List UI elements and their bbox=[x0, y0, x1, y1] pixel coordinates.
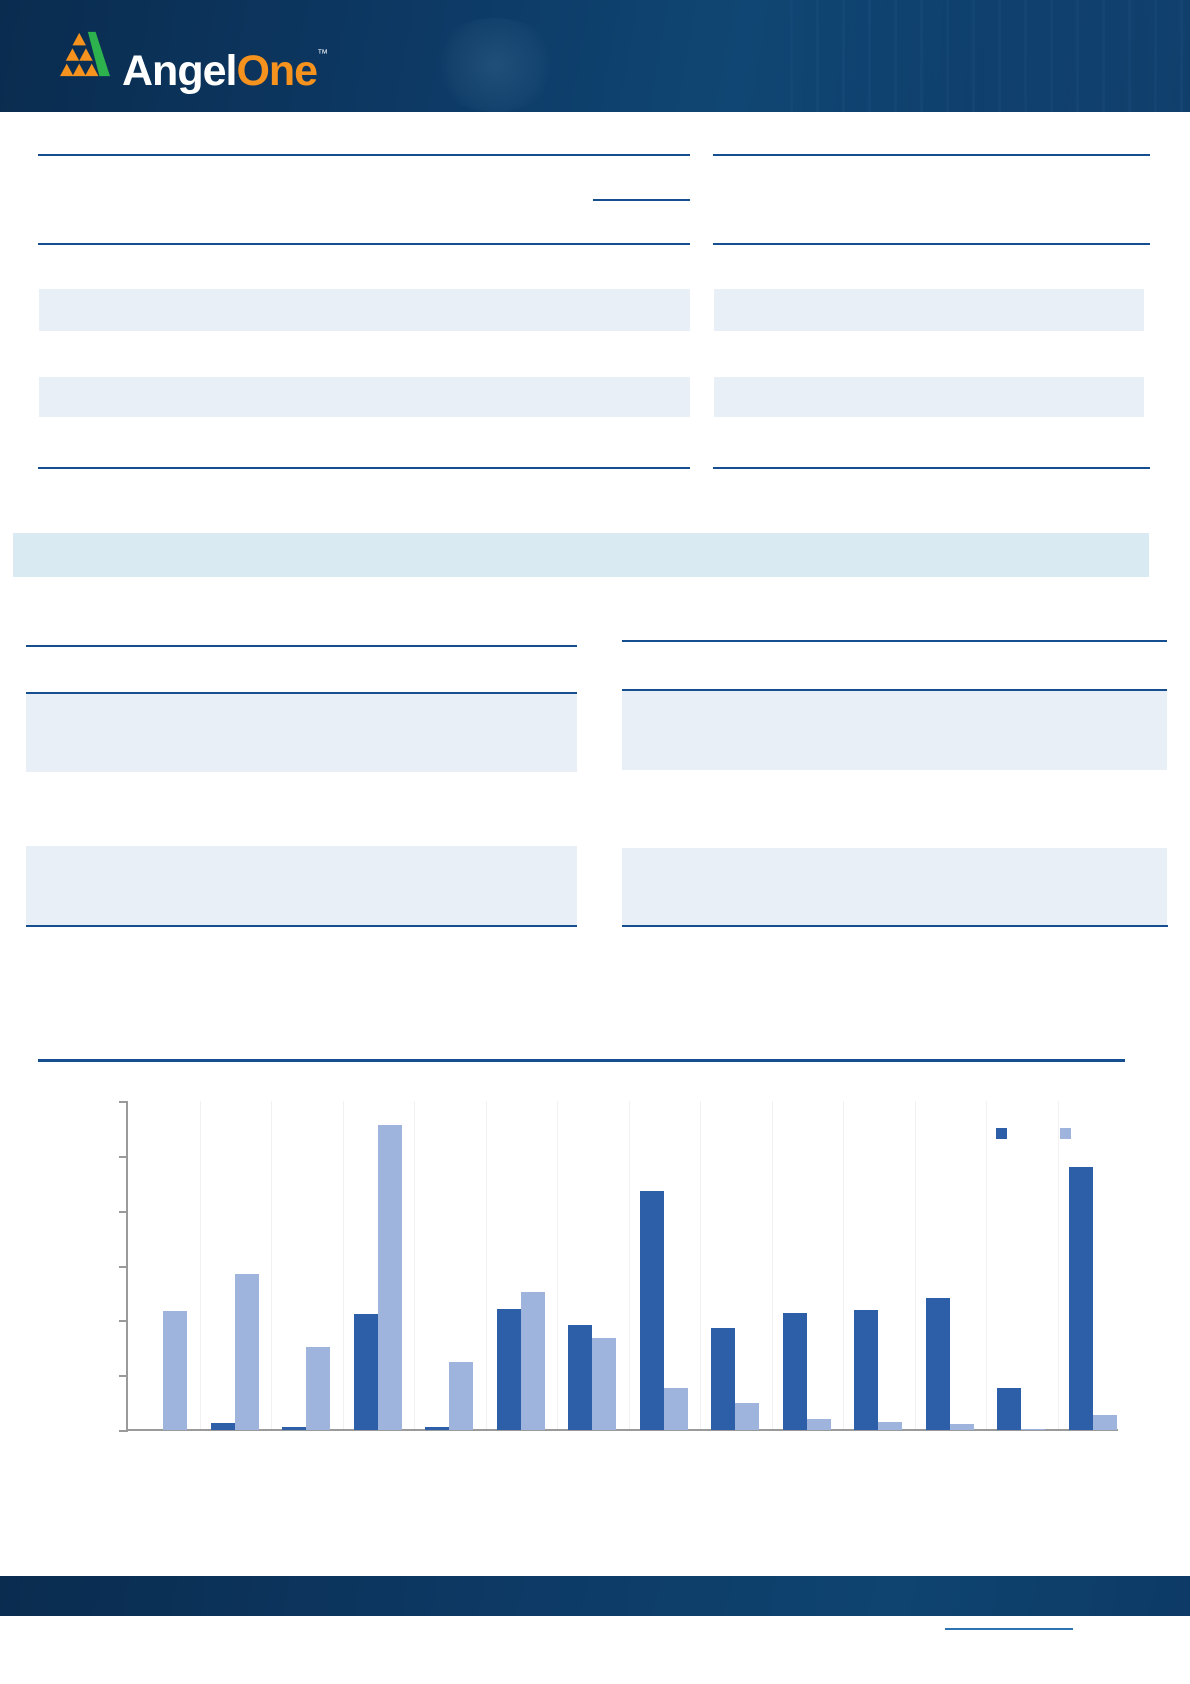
vertical-gridline bbox=[771, 1101, 773, 1430]
bar-series-dark-blue-group-10 bbox=[782, 1313, 807, 1430]
mid-right-table-row-band-2 bbox=[622, 848, 1167, 925]
bar-series-dark-blue-group-13 bbox=[997, 1388, 1021, 1430]
top-right-table-header-rule bbox=[713, 243, 1150, 245]
top-left-table-row-band-2 bbox=[39, 377, 690, 417]
bar-series-light-blue-group-6 bbox=[520, 1292, 545, 1430]
bar-series-light-blue-group-12 bbox=[949, 1424, 974, 1430]
vertical-gridline bbox=[199, 1101, 201, 1430]
bar-series-light-blue-group-14 bbox=[1092, 1415, 1117, 1430]
bar-series-light-blue-group-9 bbox=[735, 1403, 759, 1430]
vertical-gridline bbox=[628, 1101, 630, 1430]
bar-series-light-blue-group-7 bbox=[592, 1338, 616, 1430]
brand-trademark: ™ bbox=[317, 48, 329, 60]
y-axis-tick bbox=[119, 1211, 128, 1213]
mid-right-table-top-rule bbox=[622, 640, 1167, 642]
top-right-table-top-rule bbox=[713, 154, 1150, 156]
bar-series-light-blue-group-11 bbox=[878, 1422, 902, 1430]
bar-series-dark-blue-group-12 bbox=[925, 1298, 950, 1430]
vertical-gridline bbox=[414, 1101, 415, 1430]
angelone-logo-icon bbox=[60, 31, 110, 77]
vertical-gridline bbox=[700, 1101, 701, 1430]
footer-banner bbox=[0, 1576, 1190, 1616]
bar-series-dark-blue-group-9 bbox=[711, 1328, 735, 1430]
mid-right-table-header-rule bbox=[622, 689, 1167, 691]
mid-left-table-bottom-rule bbox=[26, 925, 577, 927]
bar-series-light-blue-group-4 bbox=[377, 1125, 402, 1430]
bar-series-light-blue-group-13 bbox=[1021, 1429, 1045, 1430]
vertical-gridline bbox=[843, 1101, 844, 1430]
top-left-table-value-underline bbox=[593, 199, 690, 201]
header-banner: AngelOne™ bbox=[0, 0, 1190, 112]
bar-series-light-blue-group-2 bbox=[234, 1274, 259, 1430]
mid-left-table-row-band-2 bbox=[26, 846, 577, 925]
angelone-logo: AngelOne™ bbox=[60, 30, 328, 95]
y-axis-tick bbox=[119, 1375, 128, 1377]
mid-left-table-row-band-1 bbox=[26, 694, 577, 772]
vertical-gridline bbox=[485, 1101, 487, 1430]
bar-series-light-blue-group-3 bbox=[306, 1347, 330, 1430]
y-axis-tick bbox=[119, 1266, 128, 1268]
top-left-table-bottom-rule bbox=[38, 467, 690, 469]
vertical-gridline bbox=[557, 1101, 558, 1430]
y-axis-tick bbox=[119, 1320, 128, 1322]
bar-series-dark-blue-group-4 bbox=[353, 1314, 378, 1430]
header-texture-circle bbox=[430, 18, 560, 112]
bar-series-dark-blue-group-2 bbox=[210, 1423, 235, 1430]
brand-angel: Angel bbox=[122, 47, 237, 95]
bar-series-dark-blue-group-11 bbox=[854, 1310, 878, 1430]
mid-right-table-bottom-rule bbox=[622, 925, 1168, 927]
top-right-table-row-band-1 bbox=[714, 289, 1144, 331]
vertical-gridline bbox=[271, 1101, 272, 1430]
bar-series-dark-blue-group-8 bbox=[639, 1191, 664, 1430]
vertical-gridline bbox=[1057, 1101, 1059, 1430]
chart-section-rule bbox=[38, 1059, 1125, 1062]
brand-one: One bbox=[236, 47, 318, 95]
brand-wordmark: AngelOne™ bbox=[122, 30, 328, 95]
bar-series-dark-blue-group-3 bbox=[282, 1427, 306, 1430]
mid-right-table-row-band-1 bbox=[622, 691, 1167, 770]
top-right-table-bottom-rule bbox=[713, 467, 1150, 469]
top-right-table-row-band-2 bbox=[714, 377, 1144, 417]
bar-series-light-blue-group-8 bbox=[663, 1388, 688, 1430]
bar-series-light-blue-group-5 bbox=[449, 1362, 473, 1430]
header-texture-streaks bbox=[790, 0, 1190, 112]
y-axis-tick bbox=[119, 1430, 128, 1432]
legend-dark-series-swatch bbox=[996, 1128, 1007, 1139]
top-left-table-row-band-1 bbox=[39, 289, 690, 331]
bar-series-dark-blue-group-7 bbox=[568, 1325, 592, 1430]
vertical-gridline bbox=[986, 1101, 987, 1430]
bar-series-light-blue-group-10 bbox=[806, 1419, 831, 1430]
top-left-table-top-rule bbox=[38, 154, 690, 156]
footer-link-underline[interactable] bbox=[945, 1628, 1073, 1630]
bar-series-light-blue-group-1 bbox=[163, 1311, 187, 1430]
section-header-band bbox=[13, 533, 1149, 577]
bar-series-dark-blue-group-5 bbox=[425, 1427, 449, 1430]
y-axis-tick bbox=[119, 1156, 128, 1158]
bar-series-dark-blue-group-14 bbox=[1068, 1167, 1093, 1430]
mid-left-table-top-rule bbox=[26, 645, 577, 647]
vertical-gridline bbox=[914, 1101, 916, 1430]
y-axis-tick bbox=[119, 1101, 128, 1103]
mid-left-table-header-rule bbox=[26, 692, 577, 694]
legend-light-series-swatch bbox=[1060, 1128, 1071, 1139]
vertical-gridline bbox=[342, 1101, 344, 1430]
top-left-table-header-rule bbox=[38, 243, 690, 245]
x-axis bbox=[126, 1429, 1118, 1431]
bar-series-dark-blue-group-6 bbox=[496, 1309, 521, 1430]
